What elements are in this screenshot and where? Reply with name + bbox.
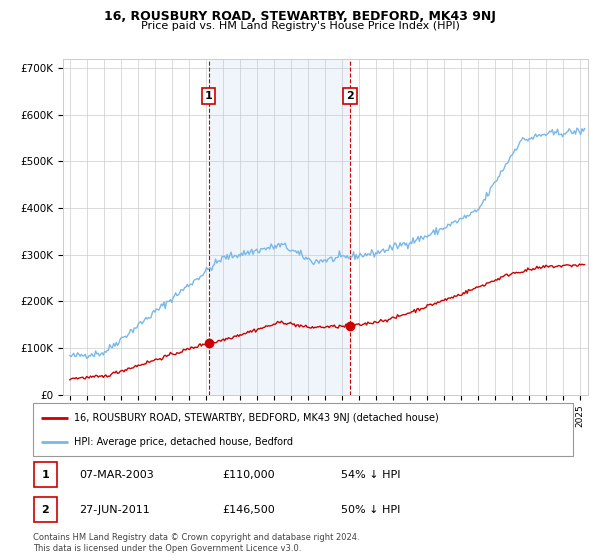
Bar (209, 59, 350, 395)
Text: 07-MAR-2003: 07-MAR-2003 (79, 470, 154, 479)
Text: 1: 1 (41, 470, 49, 479)
Text: 54% ↓ HPI: 54% ↓ HPI (341, 470, 400, 479)
Text: 50% ↓ HPI: 50% ↓ HPI (341, 505, 400, 515)
FancyBboxPatch shape (33, 403, 573, 456)
Text: £146,500: £146,500 (222, 505, 275, 515)
Text: HPI: Average price, detached house, Bedford: HPI: Average price, detached house, Bedf… (74, 437, 293, 447)
Text: 27-JUN-2011: 27-JUN-2011 (79, 505, 149, 515)
Text: 16, ROUSBURY ROAD, STEWARTBY, BEDFORD, MK43 9NJ: 16, ROUSBURY ROAD, STEWARTBY, BEDFORD, M… (104, 10, 496, 23)
Text: Price paid vs. HM Land Registry's House Price Index (HPI): Price paid vs. HM Land Registry's House … (140, 21, 460, 31)
Text: 2: 2 (346, 91, 354, 101)
Text: 1: 1 (205, 91, 212, 101)
Text: Contains HM Land Registry data © Crown copyright and database right 2024.
This d: Contains HM Land Registry data © Crown c… (33, 533, 359, 553)
Text: 16, ROUSBURY ROAD, STEWARTBY, BEDFORD, MK43 9NJ (detached house): 16, ROUSBURY ROAD, STEWARTBY, BEDFORD, M… (74, 413, 438, 423)
FancyBboxPatch shape (34, 497, 57, 522)
Text: £110,000: £110,000 (222, 470, 275, 479)
FancyBboxPatch shape (34, 462, 57, 487)
Text: 2: 2 (41, 505, 49, 515)
